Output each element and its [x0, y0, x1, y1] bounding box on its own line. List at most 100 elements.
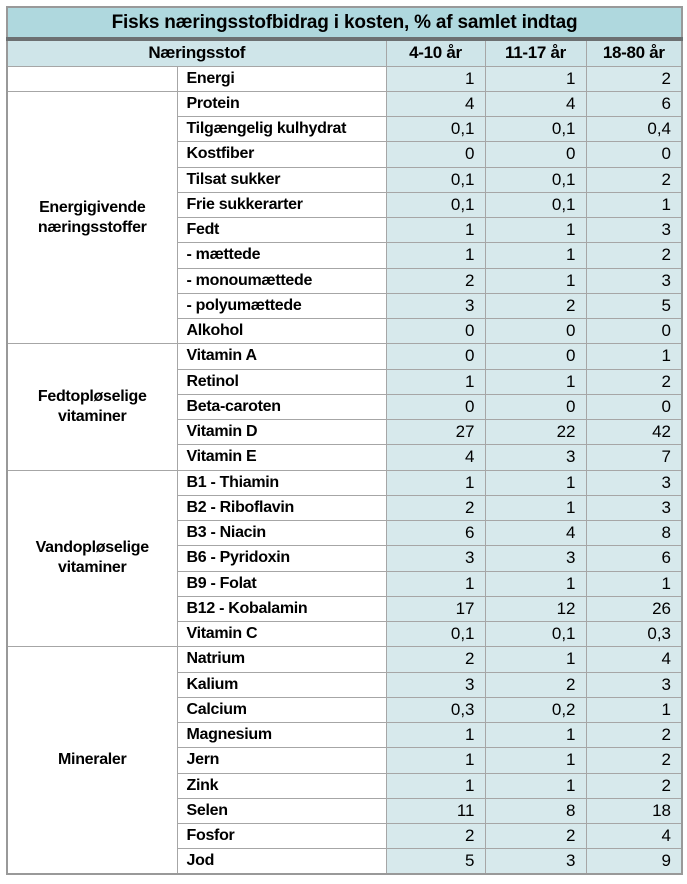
value-cell: 3 — [585, 494, 683, 522]
value-cell: 4 — [585, 822, 683, 850]
value-cell: 1 — [484, 267, 587, 294]
nutrient-name: Vitamin A — [176, 343, 387, 370]
value-cell: 2 — [585, 721, 683, 749]
value-cell: 1 — [484, 721, 587, 749]
nutrient-name: Protein — [176, 90, 387, 118]
value-cell: 1 — [585, 191, 683, 219]
nutrient-name: Energi — [176, 65, 387, 92]
value-cell: 1 — [385, 216, 486, 244]
nutrient-name: Kalium — [176, 671, 387, 698]
nutrient-name: B2 - Riboflavin — [176, 494, 387, 522]
value-cell: 6 — [585, 545, 683, 572]
value-cell: 2 — [484, 822, 587, 850]
value-cell: 1 — [484, 368, 587, 395]
value-cell: 1 — [484, 216, 587, 244]
value-cell: 26 — [585, 595, 683, 623]
value-cell: 1 — [484, 646, 587, 673]
value-cell: 2 — [385, 494, 486, 522]
value-cell: 1 — [484, 747, 587, 774]
value-cell: 2 — [585, 368, 683, 395]
table-row: Magnesium 1 1 2 — [7, 721, 683, 749]
header-age-11-17: 11-17 år — [484, 38, 587, 67]
table-row: Vitamin C 0,1 0,1 0,3 — [7, 620, 683, 648]
value-cell: 1 — [585, 570, 683, 597]
value-cell: 0,1 — [484, 620, 587, 648]
nutrient-name: B6 - Pyridoxin — [176, 545, 387, 572]
nutrient-name: Fosfor — [176, 822, 387, 850]
value-cell: 1 — [385, 747, 486, 774]
table-row: Vitamin D 27 22 42 — [7, 418, 683, 446]
value-cell: 3 — [585, 216, 683, 244]
nutrient-name: Calcium — [176, 696, 387, 724]
table-row: Zink 1 1 2 — [7, 772, 683, 799]
nutrient-name: Frie sukkerarter — [176, 191, 387, 219]
value-cell: 0,1 — [484, 166, 587, 193]
table-row: Beta-caroten 0 0 0 — [7, 393, 683, 421]
value-cell: 3 — [385, 292, 486, 320]
value-cell: 5 — [385, 848, 486, 875]
table-row: B6 - Pyridoxin 3 3 6 — [7, 545, 683, 572]
nutrient-name: Magnesium — [176, 721, 387, 749]
value-cell: 0 — [385, 393, 486, 421]
value-cell: 0,1 — [385, 166, 486, 193]
value-cell: 11 — [385, 797, 486, 825]
value-cell: 2 — [585, 242, 683, 269]
value-cell: 18 — [585, 797, 683, 825]
value-cell: 3 — [385, 671, 486, 698]
nutrient-name: B1 - Thiamin — [176, 469, 387, 496]
value-cell: 4 — [484, 519, 587, 547]
table-row: Mineraler Natrium 2 1 4 — [6, 646, 683, 875]
table-row: Retinol 1 1 2 — [7, 368, 683, 395]
header-nutrient: Næringsstof — [6, 38, 387, 67]
value-cell: 6 — [385, 519, 486, 547]
value-cell: 7 — [585, 444, 683, 471]
table-row: Tilsat sukker 0,1 0,1 2 — [7, 166, 683, 193]
value-cell: 0 — [385, 141, 486, 168]
nutrient-name: Jern — [176, 747, 387, 774]
value-cell: 0,2 — [484, 696, 587, 724]
value-cell: 3 — [585, 267, 683, 294]
nutrient-name: Natrium — [176, 646, 387, 673]
value-cell: 2 — [484, 671, 587, 698]
value-cell: 1 — [385, 368, 486, 395]
value-cell: 0,3 — [385, 696, 486, 724]
value-cell: 22 — [484, 418, 587, 446]
value-cell: 0,1 — [385, 115, 486, 143]
table-row: Vandopløselige vitaminer B1 - Thiamin 1 1 3 — [6, 469, 683, 648]
header-age-4-10: 4-10 år — [385, 38, 486, 67]
value-cell: 1 — [385, 65, 486, 92]
nutrient-name: Vitamin D — [176, 418, 387, 446]
group-label: Energigivende næringsstoffer — [6, 90, 178, 345]
nutrition-table: Fisks næringsstofbidrag i kosten, % af s… — [6, 6, 683, 875]
nutrient-name: Tilgængelig kulhydrat — [176, 115, 387, 143]
value-cell: 27 — [385, 418, 486, 446]
value-cell: 0,1 — [484, 191, 587, 219]
group-label — [6, 65, 178, 92]
value-cell: 0 — [385, 317, 486, 345]
nutrient-name: Jod — [176, 848, 387, 875]
table-body: Energi 1 1 2 Energigivende næringsstoffer Pro… — [6, 65, 683, 875]
table-row: - polyumættede 3 2 5 — [7, 292, 683, 320]
value-cell: 4 — [385, 444, 486, 471]
nutrient-name: Vitamin C — [176, 620, 387, 648]
table-header-row: Næringsstof 4-10 år 11-17 år 18-80 år — [6, 38, 683, 67]
value-cell: 2 — [585, 772, 683, 799]
header-age-18-80: 18-80 år — [585, 38, 683, 67]
value-cell: 1 — [585, 343, 683, 370]
table-row: Alkohol 0 0 0 — [7, 317, 683, 345]
value-cell: 0 — [484, 141, 587, 168]
value-cell: 8 — [585, 519, 683, 547]
value-cell: 0 — [385, 343, 486, 370]
value-cell: 3 — [585, 469, 683, 496]
value-cell: 12 — [484, 595, 587, 623]
value-cell: 2 — [385, 267, 486, 294]
value-cell: 2 — [585, 65, 683, 92]
value-cell: 0 — [585, 317, 683, 345]
table-title-row: Fisks næringsstofbidrag i kosten, % af s… — [6, 6, 683, 41]
table-row: Frie sukkerarter 0,1 0,1 1 — [7, 191, 683, 219]
value-cell: 5 — [585, 292, 683, 320]
value-cell: 0 — [585, 141, 683, 168]
nutrient-name: - mættede — [176, 242, 387, 269]
value-cell: 4 — [585, 646, 683, 673]
